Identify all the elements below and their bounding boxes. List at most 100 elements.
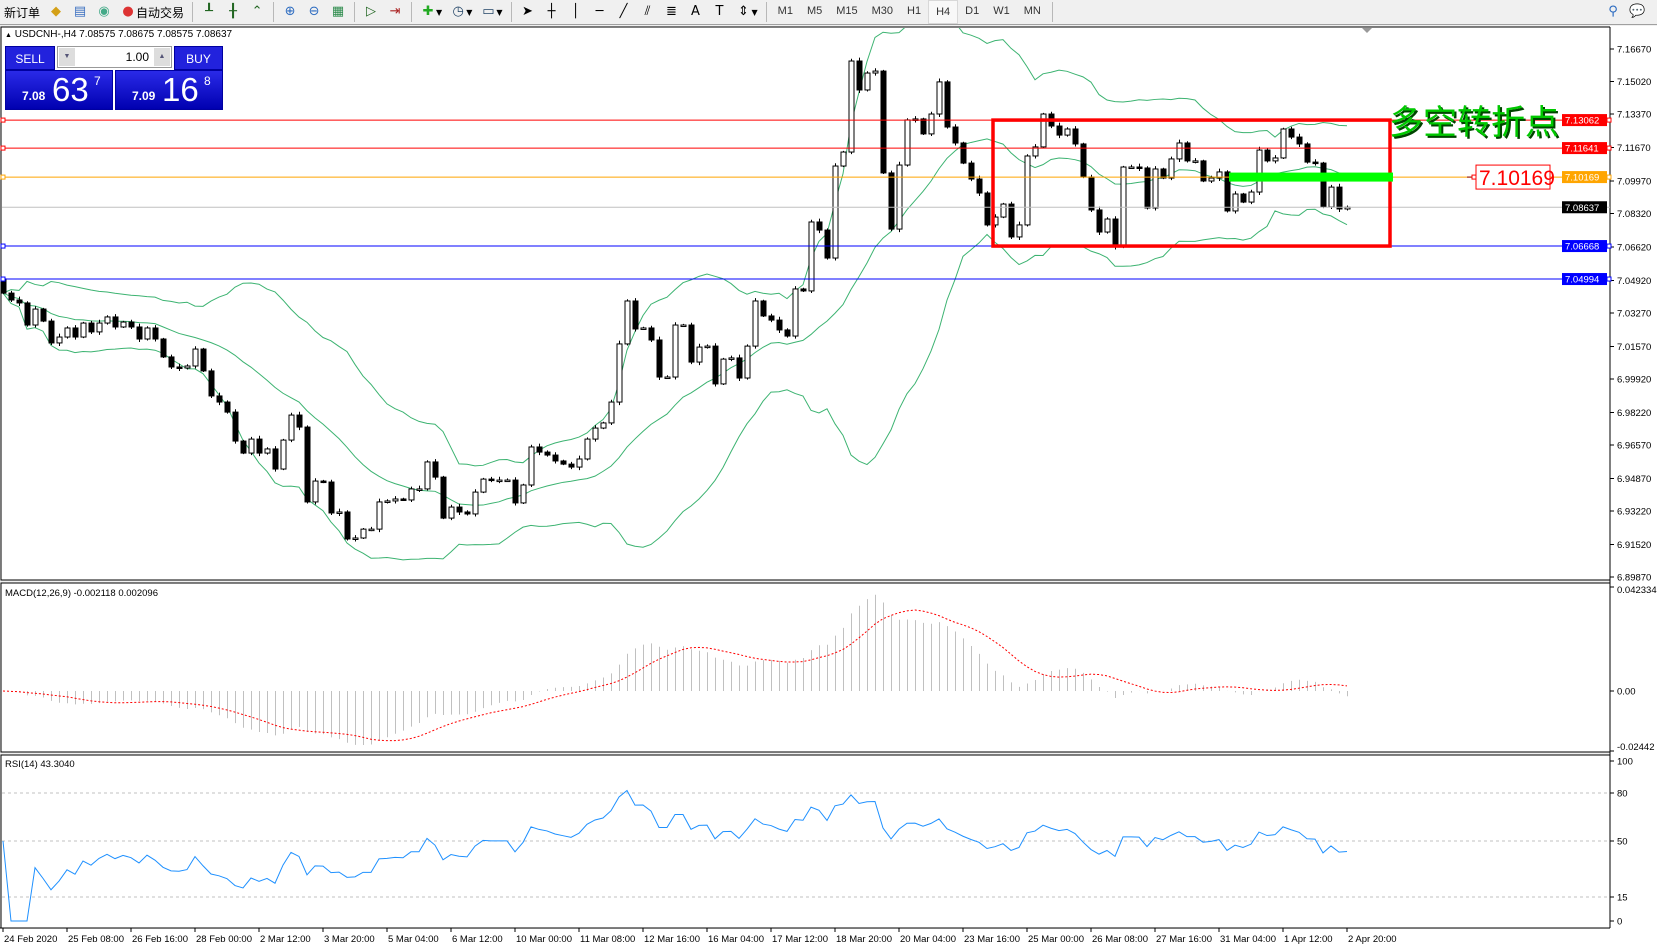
candle[interactable] [1272,155,1279,164]
candle[interactable] [552,452,559,464]
candle[interactable] [472,489,479,517]
lot-increase-button[interactable]: ▲ [154,48,170,66]
candle[interactable] [832,163,839,261]
candle[interactable] [1016,221,1023,240]
equidistant-channel-button[interactable]: ⫽ [636,1,660,23]
timeframe-m5[interactable]: M5 [806,5,823,17]
indicators-button[interactable]: ✚ ▼ [416,1,446,23]
candle[interactable] [1168,156,1175,181]
candle[interactable] [536,443,543,456]
candle[interactable] [1104,217,1111,234]
candle[interactable] [544,450,551,457]
candle[interactable] [984,191,991,227]
candle[interactable] [1216,168,1223,182]
candle[interactable] [896,161,903,233]
candle[interactable] [688,322,695,365]
line-handle-right[interactable] [1606,145,1612,151]
line-handle-right[interactable] [1606,243,1612,249]
candle[interactable] [112,314,119,330]
candle[interactable] [1056,122,1063,139]
candle[interactable] [776,316,783,333]
candle[interactable] [136,323,143,343]
candle[interactable] [208,368,215,398]
candle[interactable] [1280,127,1287,160]
zoom-in-button[interactable]: ⊕ [278,1,302,23]
zoom-out-button[interactable]: ⊖ [302,1,326,23]
candle[interactable] [64,326,71,339]
vertical-line-button[interactable]: │ [564,1,588,23]
candle[interactable] [904,118,911,167]
candle[interactable] [968,160,975,182]
candle[interactable] [864,71,871,92]
candle[interactable] [792,286,799,339]
text-label-button[interactable]: T [708,1,732,23]
candle[interactable] [960,141,967,165]
candle[interactable] [632,298,639,332]
candle[interactable] [856,57,863,93]
search-button[interactable]: ⚲ [1601,1,1625,23]
timeframe-d1[interactable]: D1 [965,5,980,17]
candle[interactable] [1008,201,1015,239]
candle[interactable] [24,301,31,327]
arrows-button[interactable]: ⇕ ▼ [732,1,762,23]
timeframe-w1[interactable]: W1 [993,5,1010,17]
market-watch-button[interactable]: ▤ [68,1,92,23]
line-chart-button[interactable]: ⌃ [245,1,269,23]
candle[interactable] [608,399,615,425]
timeframe-m1[interactable]: M1 [777,5,793,17]
candle[interactable] [928,111,935,136]
candle[interactable] [32,306,39,328]
candle[interactable] [568,461,575,470]
candle[interactable] [400,497,407,502]
candle[interactable] [384,499,391,504]
candle[interactable] [1136,163,1143,172]
candle[interactable] [1144,166,1151,210]
candle[interactable] [808,219,815,293]
candle[interactable] [480,477,487,494]
candle[interactable] [520,483,527,504]
timeframe-h4[interactable]: H4 [928,0,959,24]
cursor-button[interactable]: ➤ [516,1,540,23]
candle[interactable] [336,508,343,516]
candle[interactable] [368,526,375,532]
candle[interactable] [664,375,671,380]
candle[interactable] [376,498,383,533]
candle[interactable] [1072,126,1079,147]
candle[interactable] [1024,154,1031,227]
candle[interactable] [512,477,519,506]
line-handle-left[interactable] [0,117,6,123]
candle[interactable] [624,299,631,346]
candle[interactable] [1232,191,1239,214]
candle[interactable] [1152,166,1159,211]
candle[interactable] [424,460,431,491]
candle[interactable] [1040,112,1047,148]
candle[interactable] [504,478,511,483]
templates-button[interactable]: ▭ ▼ [476,1,506,23]
line-handle-left[interactable] [0,243,6,249]
candle[interactable] [952,124,959,146]
candle[interactable] [256,435,263,457]
price-label-box[interactable] [1475,164,1551,190]
candle[interactable] [224,400,231,414]
chart-shift-marker-icon[interactable] [1362,28,1372,33]
candle[interactable] [1032,144,1039,159]
candle[interactable] [8,290,15,303]
candle[interactable] [1192,158,1199,164]
candle[interactable] [496,476,503,484]
candle[interactable] [712,343,719,387]
candle[interactable] [1312,159,1319,166]
fibonacci-button[interactable]: ≣ [660,1,684,23]
candle[interactable] [1328,184,1335,210]
candle[interactable] [408,486,415,503]
line-handle-right[interactable] [1606,276,1612,282]
candle[interactable] [640,326,647,331]
line-handle-left[interactable] [0,145,6,151]
candle[interactable] [360,527,367,540]
candle[interactable] [232,409,239,444]
candle[interactable] [96,319,103,335]
candle[interactable] [304,425,311,504]
autoscroll-button[interactable]: ▷ [359,1,383,23]
crosshair-button[interactable]: ┼ [540,1,564,23]
new-order-button[interactable]: 新订单 [0,1,44,23]
